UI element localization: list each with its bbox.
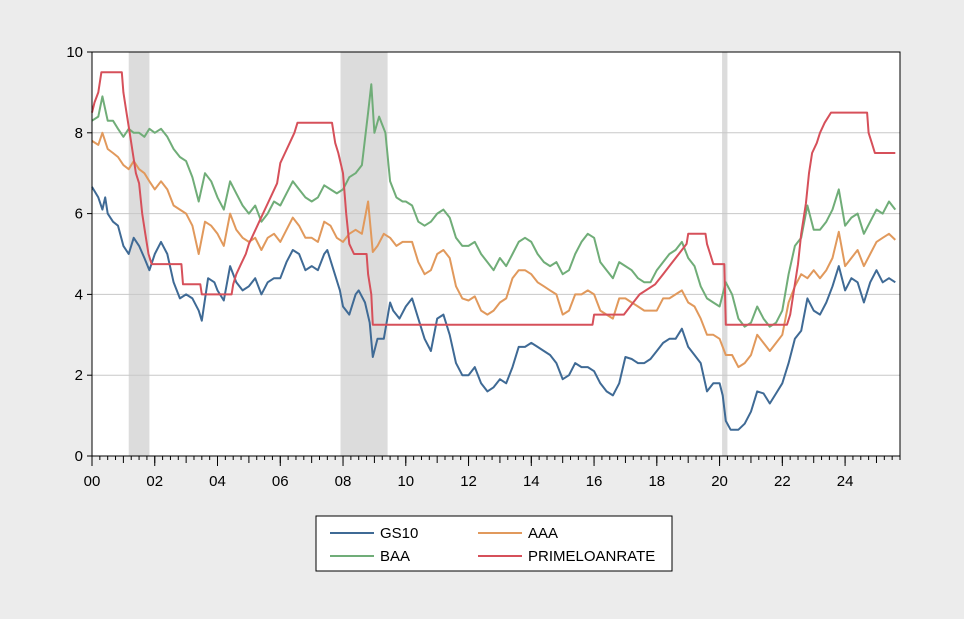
x-tick-label: 10 <box>397 473 414 490</box>
x-tick-label: 14 <box>523 473 540 490</box>
plot-area <box>92 52 900 456</box>
y-axis: 0 2 4 6 8 10 <box>66 44 92 465</box>
y-tick-label: 2 <box>75 367 83 384</box>
x-tick-label: 22 <box>774 473 791 490</box>
x-tick-label: 06 <box>272 473 289 490</box>
x-tick-label: 12 <box>460 473 477 490</box>
recession-band <box>128 52 150 456</box>
series-lines <box>91 71 897 431</box>
legend-box <box>315 515 673 572</box>
x-tick-label: 02 <box>146 473 163 490</box>
y-tick-label: 4 <box>75 286 83 303</box>
x-tick-label: 20 <box>711 473 728 490</box>
legend-label: BAA <box>380 548 410 565</box>
x-tick-label: 18 <box>648 473 665 490</box>
y-tick-label: 6 <box>75 206 83 223</box>
legend-label: PRIMELOANRATE <box>528 548 655 565</box>
legend-label: AAA <box>528 525 558 542</box>
plot-frame <box>91 51 901 457</box>
series-line-baa <box>91 83 897 328</box>
y-tick-label: 8 <box>75 125 83 142</box>
series-line-primeloanrate <box>91 71 896 326</box>
series-line-aaa <box>91 131 896 369</box>
legend: GS10 AAA BAA PRIMELOANRATE <box>315 515 673 572</box>
series-line-gs10 <box>91 186 896 431</box>
recession-band <box>722 52 728 456</box>
x-tick-label: 16 <box>586 473 603 490</box>
x-tick-label: 24 <box>837 473 854 490</box>
x-tick-label: 00 <box>84 473 101 490</box>
legend-label: GS10 <box>380 525 418 542</box>
y-tick-label: 0 <box>75 448 83 465</box>
x-tick-label: 08 <box>335 473 352 490</box>
x-tick-label: 04 <box>209 473 226 490</box>
y-tick-label: 10 <box>66 44 83 61</box>
x-axis: 00 02 04 06 08 10 12 14 16 18 20 22 24 <box>84 456 901 490</box>
